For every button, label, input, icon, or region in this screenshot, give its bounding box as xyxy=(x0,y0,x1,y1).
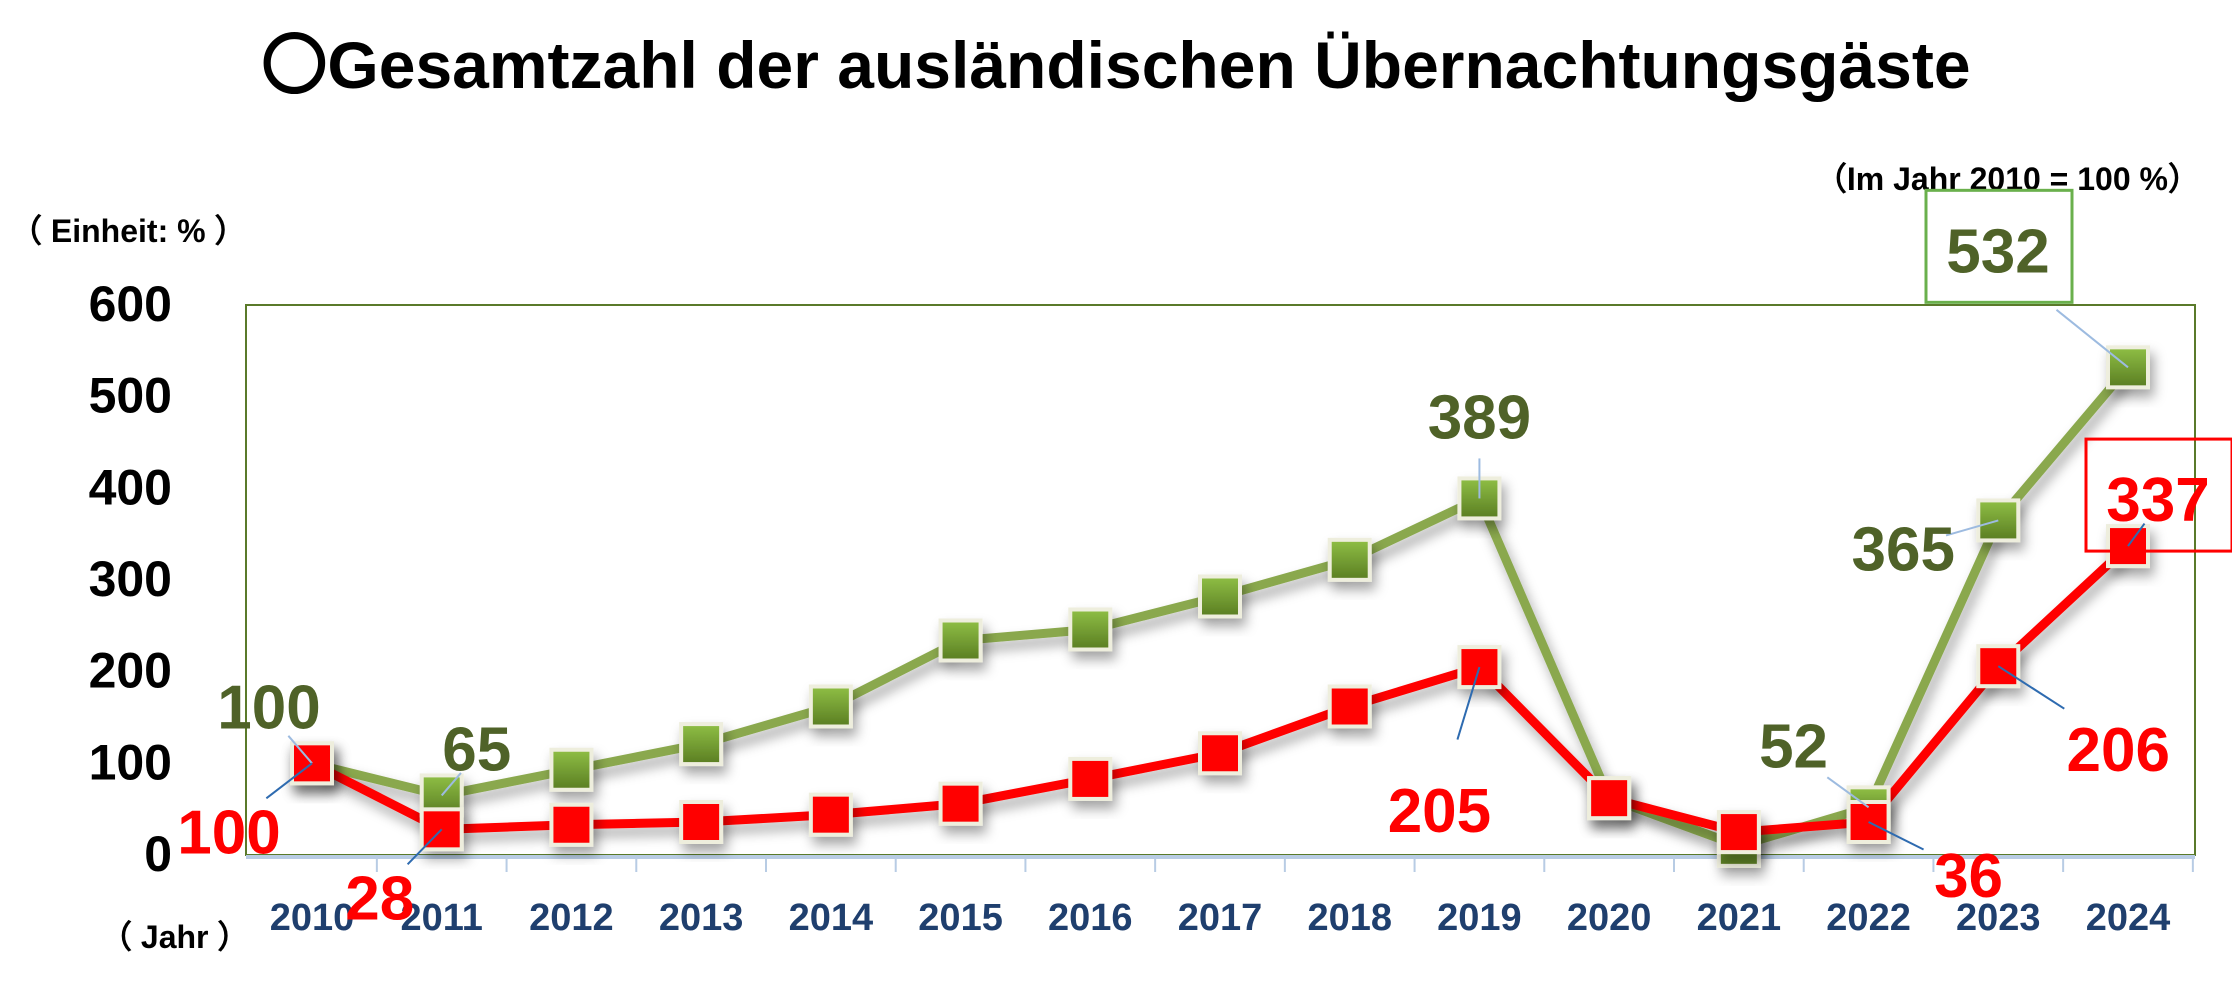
y-tick-label: 300 xyxy=(89,551,172,607)
x-axis-label: （ Jahr ） xyxy=(100,919,249,955)
x-tick-label: 2015 xyxy=(918,897,1003,939)
x-tick-label: 2020 xyxy=(1567,897,1652,939)
data-point-marker xyxy=(1198,731,1242,776)
data-label: 52 xyxy=(1759,712,1828,781)
x-tick-label: 2022 xyxy=(1826,897,1911,939)
leader-line xyxy=(406,828,443,866)
leader-line xyxy=(1868,821,1925,851)
y-tick-label: 400 xyxy=(89,459,172,515)
x-tick-label: 2011 xyxy=(400,897,482,939)
leader-line xyxy=(287,735,313,764)
y-tick-label: 100 xyxy=(89,734,172,790)
data-point-marker xyxy=(808,684,853,729)
data-point-marker xyxy=(1587,776,1632,821)
data-point-marker xyxy=(1327,537,1372,582)
data-label: 100 xyxy=(177,798,280,867)
y-tick-label: 600 xyxy=(89,276,172,332)
data-point-marker xyxy=(938,618,983,663)
leader-line xyxy=(2127,522,2146,547)
data-label: 389 xyxy=(1428,383,1531,452)
y-tick-label: 0 xyxy=(144,826,172,882)
data-label: 337 xyxy=(2106,466,2209,535)
x-tick-label: 2010 xyxy=(270,897,355,939)
chart-title: 〇Gesamtzahl der ausländischen Übernachtu… xyxy=(261,28,1970,102)
data-point-marker xyxy=(1327,684,1372,729)
x-tick-label: 2024 xyxy=(2086,897,2171,939)
data-label: 28 xyxy=(345,864,414,933)
x-tick-label: 2023 xyxy=(1956,897,2041,939)
x-tick-label: 2019 xyxy=(1437,897,1522,939)
x-tick-label: 2014 xyxy=(789,897,874,939)
data-point-marker xyxy=(1976,498,2021,543)
data-label: 205 xyxy=(1388,777,1491,846)
x-tick-label: 2016 xyxy=(1048,897,1133,939)
y-tick-label: 200 xyxy=(89,643,172,699)
data-point-marker xyxy=(808,792,853,837)
data-label: 532 xyxy=(1946,217,2049,286)
leader-line xyxy=(1826,776,1870,809)
data-label: 365 xyxy=(1852,515,1955,584)
leader-line xyxy=(1997,665,2065,710)
data-point-marker xyxy=(549,747,594,792)
data-point-marker xyxy=(1976,644,2021,689)
data-point-marker xyxy=(679,800,724,844)
x-tick-label: 2017 xyxy=(1178,897,1263,939)
data-point-marker xyxy=(1068,607,1113,652)
x-tick-label: 2018 xyxy=(1307,897,1392,939)
x-tick-label: 2013 xyxy=(659,897,744,939)
y-tick-label: 500 xyxy=(89,368,172,424)
data-point-marker xyxy=(679,722,724,767)
leader-line xyxy=(2055,309,2129,369)
data-point-marker xyxy=(2106,345,2150,390)
data-label: 36 xyxy=(1934,842,2003,911)
leader-line xyxy=(440,772,462,797)
leader-line xyxy=(1456,666,1481,740)
leader-line xyxy=(265,762,313,800)
data-label: 100 xyxy=(217,673,320,742)
data-point-marker xyxy=(938,781,983,826)
leader-line xyxy=(1945,519,1999,537)
data-point-marker xyxy=(1068,756,1113,801)
x-tick-label: 2012 xyxy=(529,897,614,939)
data-point-marker xyxy=(549,802,594,847)
y-axis-unit-label: （ Einheit: % ） xyxy=(10,213,246,249)
data-label-box xyxy=(2084,437,2232,553)
data-label: 206 xyxy=(2067,716,2170,785)
data-point-marker xyxy=(1198,574,1242,619)
data-label: 65 xyxy=(442,715,511,784)
data-point-marker xyxy=(1716,810,1761,855)
data-label-box xyxy=(1924,188,2074,304)
x-tick-label: 2021 xyxy=(1697,897,1782,939)
